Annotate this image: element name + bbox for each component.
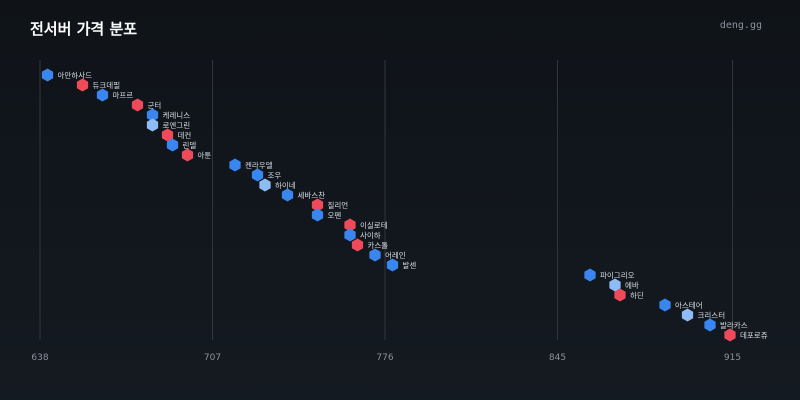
point-marker[interactable] [251, 168, 264, 182]
point-label: 세바스찬 [298, 190, 326, 200]
point-marker[interactable] [259, 178, 271, 192]
data-point[interactable]: 아툰 [181, 148, 212, 162]
data-point[interactable]: 이실로테 [344, 218, 388, 232]
grid-layer [39, 60, 733, 340]
x-tick-label: 638 [31, 353, 48, 363]
point-label: 로엔그린 [163, 120, 191, 130]
x-tick-label: 707 [204, 353, 221, 363]
point-marker[interactable] [609, 278, 621, 292]
data-point[interactable]: 아스테어 [659, 298, 703, 312]
point-label: 듀크데필 [93, 80, 121, 90]
x-tick-label: 915 [724, 353, 741, 363]
brand-label: deng.gg [719, 20, 762, 31]
points-layer: 아만하사드듀크데필마프르군터케레니스로엔그린데컨린델아툰켄라우델조우하이네세바스… [41, 68, 768, 342]
data-point[interactable]: 조우 [251, 168, 282, 182]
point-label: 질리언 [328, 200, 349, 210]
point-label: 크리스터 [698, 311, 726, 320]
point-label: 아툰 [198, 150, 212, 160]
point-label: 발라카스 [720, 321, 748, 330]
point-label: 케레니스 [163, 111, 191, 120]
point-label: 에바 [625, 280, 639, 290]
point-label: 오펜 [328, 211, 342, 220]
x-axis-ticks: 638 707 776 845 915 [31, 353, 741, 363]
data-point[interactable]: 발센 [386, 258, 417, 272]
point-label: 데포로쥬 [740, 331, 768, 340]
point-label: 이실로테 [360, 220, 388, 230]
point-marker[interactable] [229, 158, 241, 172]
point-label: 마프르 [113, 91, 134, 100]
point-marker[interactable] [41, 68, 54, 82]
point-marker[interactable] [96, 88, 109, 102]
data-point[interactable]: 사이하 [344, 228, 381, 242]
point-marker[interactable] [724, 328, 736, 342]
data-point[interactable]: 아만하사드 [41, 68, 93, 82]
data-point[interactable]: 오펜 [311, 208, 342, 222]
point-label: 하이네 [275, 180, 296, 190]
data-point[interactable]: 세바스찬 [281, 188, 326, 202]
data-point[interactable]: 데컨 [161, 128, 192, 142]
data-point[interactable]: 질리언 [311, 198, 349, 212]
data-point[interactable]: 어레인 [369, 248, 406, 262]
data-point[interactable]: 에바 [609, 278, 639, 292]
point-marker[interactable] [281, 188, 294, 202]
data-point[interactable]: 듀크데필 [76, 78, 121, 92]
point-marker[interactable] [311, 198, 324, 212]
data-point[interactable]: 로엔그린 [146, 118, 191, 132]
data-point[interactable]: 린델 [166, 138, 197, 152]
page-title: 전서버 가격 분포 [30, 20, 138, 38]
point-label: 켄라우델 [245, 160, 273, 170]
point-marker[interactable] [311, 208, 324, 222]
point-label: 하딘 [630, 290, 644, 300]
point-marker[interactable] [161, 128, 174, 142]
point-marker[interactable] [344, 228, 356, 242]
point-marker[interactable] [351, 238, 364, 252]
data-point[interactable]: 카스톨 [351, 238, 389, 252]
point-marker[interactable] [614, 288, 626, 302]
data-point[interactable]: 군터 [131, 98, 162, 112]
point-marker[interactable] [704, 318, 716, 332]
data-point[interactable]: 하이네 [259, 178, 296, 192]
point-label: 아스테어 [675, 300, 703, 310]
x-tick-label: 776 [376, 353, 393, 363]
point-marker[interactable] [369, 248, 381, 262]
point-marker[interactable] [344, 218, 356, 232]
point-marker[interactable] [681, 308, 694, 322]
data-point[interactable]: 켄라우델 [229, 158, 273, 172]
point-label: 발센 [403, 260, 417, 270]
point-label: 군터 [148, 101, 162, 110]
point-label: 사이하 [360, 230, 381, 240]
point-marker[interactable] [659, 298, 671, 312]
data-point[interactable]: 하딘 [614, 288, 644, 302]
point-marker[interactable] [76, 78, 89, 92]
x-tick-label: 845 [549, 353, 566, 363]
point-marker[interactable] [146, 118, 159, 132]
data-point[interactable]: 데포로쥬 [724, 328, 768, 342]
point-label: 조우 [268, 171, 282, 180]
data-point[interactable]: 발라카스 [704, 318, 748, 332]
point-label: 데컨 [178, 130, 192, 140]
data-point[interactable]: 마프르 [96, 88, 134, 102]
data-point[interactable]: 크리스터 [681, 308, 726, 322]
point-marker[interactable] [131, 98, 144, 112]
point-marker[interactable] [166, 138, 179, 152]
point-label: 어레인 [385, 250, 406, 260]
point-marker[interactable] [584, 268, 596, 282]
data-point[interactable]: 케레니스 [146, 108, 191, 122]
point-marker[interactable] [146, 108, 159, 122]
data-point[interactable]: 파이그리오 [584, 268, 635, 282]
point-marker[interactable] [181, 148, 194, 162]
point-label: 카스톨 [368, 241, 389, 250]
point-label: 린델 [183, 140, 197, 150]
point-label: 파이그리오 [600, 270, 635, 280]
point-label: 아만하사드 [58, 70, 93, 80]
point-marker[interactable] [386, 258, 399, 272]
